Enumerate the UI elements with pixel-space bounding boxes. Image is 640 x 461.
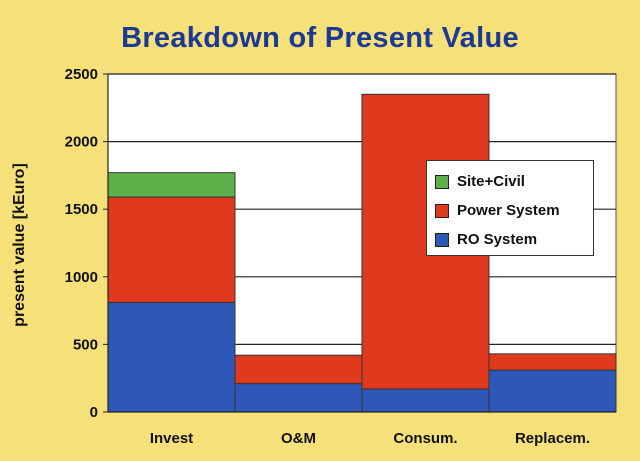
legend-item-ro-system: RO System [435,225,593,254]
bar-ro-system-o-m [234,383,363,413]
bar-power-system-o-m [234,354,363,385]
bar-power-system-invest [107,196,236,303]
y-tick-label: 2000 [65,134,98,151]
bar-power-system-replacem- [488,353,617,371]
legend-label-power-system: Power System [457,202,560,219]
legend-label-site-civil: Site+Civil [457,173,525,190]
bar-site-civil-invest [107,172,236,198]
chart-title: Breakdown of Present Value [121,22,519,54]
y-tick-label: 1000 [65,269,98,286]
y-tick-label: 1500 [65,201,98,218]
x-category-label: Invest [150,430,193,447]
x-category-label: O&M [281,430,316,447]
legend-label-ro-system: RO System [457,231,538,248]
x-category-label: Replacem. [515,430,590,447]
legend-swatch-ro-system [435,232,449,247]
legend: Site+Civil Power System RO System [426,160,594,256]
legend-item-site-civil: Site+Civil [435,167,593,196]
x-category-label: Consum. [393,430,457,447]
y-tick-label: 2500 [65,66,98,83]
bar-ro-system-consum- [361,388,490,413]
y-tick-label: 500 [73,336,98,353]
legend-item-power-system: Power System [435,196,593,225]
legend-swatch-power-system [435,203,449,218]
legend-swatch-site-civil [435,174,449,189]
bar-ro-system-invest [107,301,236,413]
y-tick-label: 0 [90,404,98,421]
bar-ro-system-replacem- [488,369,617,413]
